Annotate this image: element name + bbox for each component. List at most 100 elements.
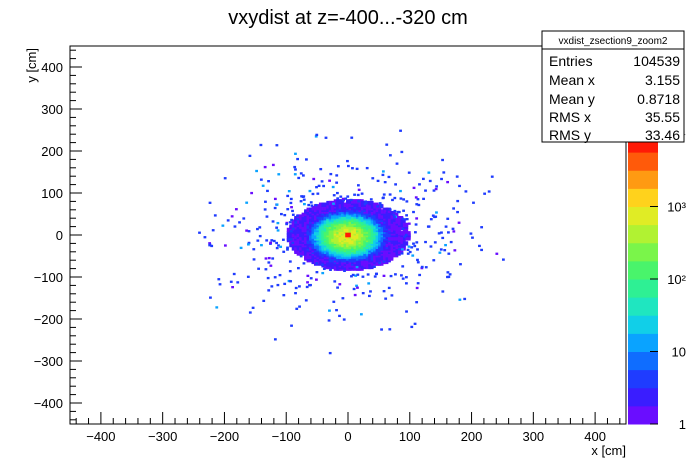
- heatmap-bin: [286, 248, 289, 251]
- heatmap-bin: [410, 325, 414, 329]
- heatmap-bin: [328, 309, 331, 312]
- heatmap-bin: [399, 189, 402, 193]
- heatmap-bin: [296, 214, 299, 217]
- heatmap-bin: [405, 214, 408, 217]
- heatmap-bin: [289, 280, 292, 283]
- y-tick-label: 0: [56, 228, 63, 243]
- heatmap-bin: [335, 181, 339, 184]
- heatmap-bin: [333, 280, 337, 283]
- heatmap-bin: [418, 183, 421, 186]
- heatmap-bin: [306, 281, 309, 284]
- heatmap-bin: [433, 241, 437, 244]
- heatmap-bin: [256, 227, 259, 231]
- heatmap-bin: [376, 179, 380, 183]
- heatmap-bin: [315, 133, 319, 137]
- heatmap-bin: [392, 213, 396, 216]
- heatmap-bin: [309, 277, 313, 280]
- heatmap-bin: [276, 283, 280, 287]
- heatmap-bin: [427, 171, 431, 174]
- heatmap-bin: [269, 264, 273, 267]
- heatmap-bin: [407, 245, 411, 248]
- heatmap-bin: [361, 275, 365, 278]
- color-scale-swatch: [628, 387, 658, 407]
- heatmap-bin: [252, 258, 256, 261]
- heatmap-bin: [251, 306, 255, 309]
- heatmap-bin: [285, 222, 289, 226]
- heatmap-bin: [447, 275, 451, 279]
- heatmap-bin: [271, 220, 275, 223]
- heatmap-bin: [415, 241, 419, 244]
- heatmap-bin: [256, 239, 260, 242]
- heatmap-bin: [308, 189, 312, 193]
- heatmap-bin: [335, 174, 339, 177]
- heatmap-bin: [290, 218, 293, 222]
- heatmap-bin: [447, 231, 450, 234]
- heatmap-bin: [267, 261, 271, 264]
- heatmap-bin: [442, 171, 446, 174]
- heatmap-bin: [260, 244, 263, 247]
- color-scale-label: 10²: [667, 272, 686, 287]
- heatmap-bin: [471, 236, 474, 239]
- heatmap-bin: [416, 258, 419, 262]
- heatmap-bin: [336, 191, 339, 195]
- heatmap-bin: [401, 227, 405, 231]
- heatmap-bin: [457, 221, 461, 224]
- stats-label-rms-y: RMS y: [549, 127, 591, 143]
- heatmap-bin: [291, 227, 295, 230]
- heatmap-bin: [446, 217, 450, 220]
- heatmap-bin: [294, 221, 298, 224]
- heatmap-bin: [247, 243, 250, 246]
- heatmap-bin: [463, 297, 467, 301]
- heatmap-bin: [329, 172, 333, 176]
- y-tick-label: 300: [41, 102, 63, 117]
- heatmap-bin: [440, 231, 443, 234]
- heatmap-bin: [397, 210, 401, 214]
- heatmap-bin: [271, 163, 275, 167]
- heatmap-bin: [314, 203, 318, 207]
- heatmap-bin: [346, 159, 349, 163]
- heatmap-bin: [387, 175, 391, 179]
- heatmap-bin: [378, 202, 382, 205]
- y-axis-label: y [cm]: [24, 48, 39, 83]
- heatmap-bin: [208, 244, 212, 247]
- heatmap-bin: [438, 251, 442, 254]
- heatmap-bin: [413, 322, 417, 325]
- color-scale-swatch: [628, 224, 658, 244]
- stats-title: vxdist_zsection9_zoom2: [559, 36, 668, 47]
- heatmap-bin: [336, 165, 340, 168]
- color-scale-label: 10: [672, 345, 686, 360]
- color-scale-swatch: [628, 170, 658, 189]
- heatmap-bin: [296, 218, 300, 221]
- color-scale-label: 10³: [667, 200, 686, 215]
- heatmap-bin: [407, 171, 411, 174]
- heatmap-bin: [379, 203, 383, 207]
- heatmap-bin: [432, 259, 436, 262]
- color-scale-swatch: [628, 188, 658, 207]
- heatmap-bin: [316, 192, 320, 195]
- heatmap-bin: [351, 273, 355, 277]
- color-scale-swatch: [628, 206, 658, 226]
- heatmap-bin: [447, 252, 451, 255]
- x-axis-label: x [cm]: [591, 443, 626, 458]
- heatmap-bin: [283, 282, 287, 286]
- heatmap-bin: [286, 231, 293, 236]
- heatmap-bin: [405, 217, 409, 221]
- heatmap-bin: [456, 199, 460, 203]
- heatmap-bin: [452, 207, 456, 210]
- heatmap-bin: [429, 218, 433, 221]
- heatmap-bin: [263, 208, 267, 211]
- heatmap-bin: [388, 154, 392, 157]
- heatmap-bin: [322, 184, 326, 188]
- heatmap-bin: [495, 252, 499, 255]
- heatmap-bin: [314, 135, 318, 138]
- heatmap-bin: [342, 318, 346, 321]
- heatmap-bin: [357, 184, 360, 187]
- heatmap-bin: [300, 195, 303, 198]
- heatmap-bin: [291, 209, 294, 213]
- heatmap-bin: [338, 199, 344, 204]
- heatmap-bin: [490, 175, 494, 178]
- heatmap-bin: [289, 201, 293, 205]
- heatmap-bin: [391, 198, 394, 202]
- heatmap-bin: [434, 187, 438, 191]
